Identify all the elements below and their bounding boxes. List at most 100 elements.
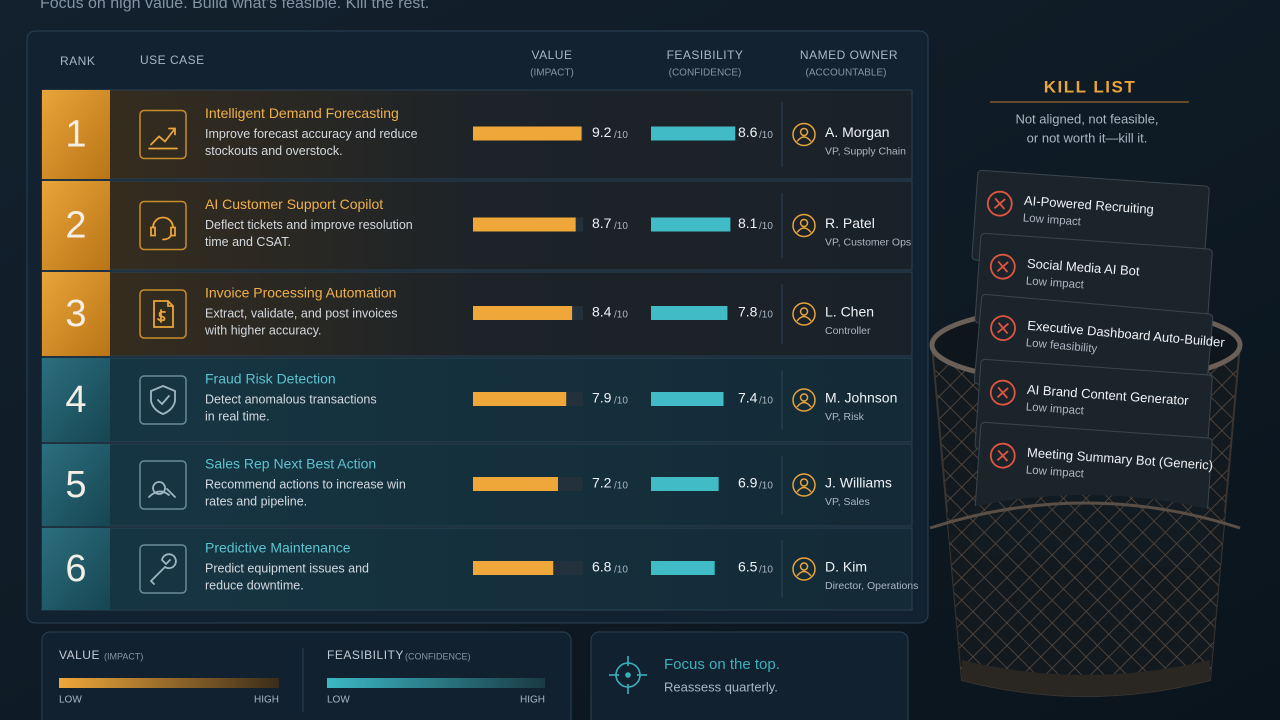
feasibility-score: 6.5 [738, 559, 758, 575]
owner-name: L. Chen [825, 304, 874, 320]
kill-icon [990, 315, 1016, 341]
header-owner: NAMED OWNER [800, 48, 898, 62]
use-case-description: rates and pipeline. [205, 494, 307, 508]
table-row: 5 Sales Rep Next Best Action Recommend act… [41, 443, 913, 527]
value-bar [473, 306, 573, 320]
kill-icon-x [996, 260, 1009, 273]
table-row: 1 Intelligent Demand Forecasting Improve f… [41, 89, 913, 180]
use-case-title: AI Customer Support Copilot [205, 196, 383, 212]
value-bar [473, 392, 567, 406]
use-case-icon-frame [139, 200, 187, 251]
rank-box [42, 528, 110, 610]
feasibility-scale: /10 [759, 481, 773, 492]
feasibility-score: 8.1 [738, 215, 758, 231]
rank-box [42, 444, 110, 526]
use-case-description: Improve forecast accuracy and reduce [205, 127, 418, 141]
kill-list-title: KILL LIST [1044, 77, 1137, 96]
legend-feasibility-low: LOW [327, 695, 350, 706]
rows: 1 Intelligent Demand Forecasting Improve f… [41, 89, 918, 611]
owner-avatar-glyph [796, 562, 812, 577]
value-scale: /10 [614, 481, 628, 492]
owner-role: VP, Sales [825, 496, 870, 508]
use-case-icon-frame [139, 460, 187, 510]
use-case-description: time and CSAT. [205, 235, 291, 249]
legend-feasibility-scale [327, 678, 545, 688]
use-case-description: stockouts and overstock. [205, 144, 343, 158]
rank-box [42, 90, 110, 179]
table-row: 4 Fraud Risk Detection Detect anomalous tr… [41, 357, 913, 443]
owner-avatar [792, 213, 816, 238]
owner-avatar [792, 388, 816, 412]
header-value: VALUE [532, 48, 573, 62]
owner-name: D. Kim [825, 559, 867, 575]
table-row: 2 AI Customer Support Copilot Deflect tick… [41, 180, 913, 271]
feasibility-score: 6.9 [738, 475, 758, 491]
can-band [929, 501, 1241, 530]
owner-name: R. Patel [825, 215, 875, 231]
row-background [41, 89, 913, 180]
owner-avatar-glyph [796, 478, 812, 493]
legend-feasibility-label: FEASIBILITY [327, 648, 404, 662]
use-case-icon-frame [139, 289, 187, 339]
owner-name: A. Morgan [825, 124, 890, 140]
footer-note: Reassess quarterly. [664, 679, 778, 694]
owner-name: M. Johnson [825, 390, 897, 406]
use-case-description: Detect anomalous transactions [205, 392, 377, 406]
feasibility-scale: /10 [759, 396, 773, 407]
use-case-title: Invoice Processing Automation [205, 285, 396, 301]
use-case-title: Predictive Maintenance [205, 540, 351, 556]
use-case-icon [150, 216, 176, 241]
feasibility-score: 8.6 [738, 124, 758, 140]
value-score: 7.2 [592, 475, 612, 491]
legend-panel [41, 631, 572, 720]
owner-role: VP, Customer Ops [825, 236, 911, 248]
rank-box [42, 272, 110, 356]
subtitle: Focus on high value. Build what’s feasib… [40, 0, 429, 12]
kill-icon-x [993, 197, 1006, 210]
legend-value-scale [59, 678, 279, 688]
header-value-sub: (IMPACT) [530, 68, 574, 79]
value-bar [473, 477, 558, 491]
kill-list-subtitle: Not aligned, not feasible, [1015, 111, 1158, 126]
feasibility-bar [651, 306, 728, 320]
table-row: 6 Predictive Maintenance Predict equipment… [41, 527, 918, 611]
rank: 6 [65, 548, 86, 590]
owner-role: Director, Operations [825, 580, 918, 592]
target-icon [609, 656, 647, 694]
owner-avatar-glyph [796, 127, 812, 142]
value-bar [473, 217, 576, 232]
kill-icon-x [996, 449, 1009, 462]
legend-value-low: LOW [59, 695, 82, 706]
use-case-icon-frame [139, 375, 187, 425]
use-case-icon [150, 553, 177, 585]
rank: 2 [65, 205, 86, 247]
kill-item-reason: Low impact [1022, 212, 1082, 228]
use-case-description: in real time. [205, 409, 270, 423]
footer-panel [590, 631, 909, 720]
can-front-mesh [932, 495, 1240, 696]
use-case-icon-frame [139, 109, 187, 160]
value-bar [473, 126, 582, 141]
value-scale: /10 [614, 221, 628, 232]
value-scale: /10 [614, 565, 628, 576]
owner-role: VP, Risk [825, 411, 865, 423]
use-case-description: Predict equipment issues and [205, 561, 369, 575]
header-rank: RANK [60, 54, 95, 68]
owner-avatar-glyph [796, 393, 812, 408]
header-feasibility-sub: (CONFIDENCE) [669, 68, 742, 79]
kill-item-reason: Low impact [1025, 401, 1085, 417]
owner-name: J. Williams [825, 475, 892, 491]
legend-value-sub: (IMPACT) [104, 651, 143, 661]
value-scale: /10 [614, 310, 628, 321]
owner-role: Controller [825, 325, 871, 337]
use-case-icon [153, 300, 174, 328]
feasibility-score: 7.4 [738, 390, 758, 406]
footer-headline: Focus on the top. [664, 656, 780, 673]
owner-avatar [792, 473, 816, 497]
feasibility-bar [651, 561, 715, 575]
rank: 5 [65, 464, 86, 506]
rank-box [42, 358, 110, 442]
table-row: 3 Invoice Processing Automation Extract, v… [41, 271, 913, 357]
